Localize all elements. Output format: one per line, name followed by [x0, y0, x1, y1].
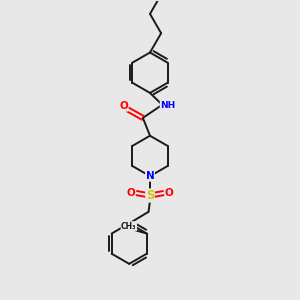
Text: O: O	[126, 188, 135, 197]
Text: NH: NH	[160, 101, 176, 110]
Text: O: O	[119, 101, 128, 111]
Text: O: O	[165, 188, 174, 197]
Text: N: N	[146, 171, 154, 181]
Text: CH₃: CH₃	[121, 222, 136, 231]
Text: S: S	[146, 189, 154, 202]
